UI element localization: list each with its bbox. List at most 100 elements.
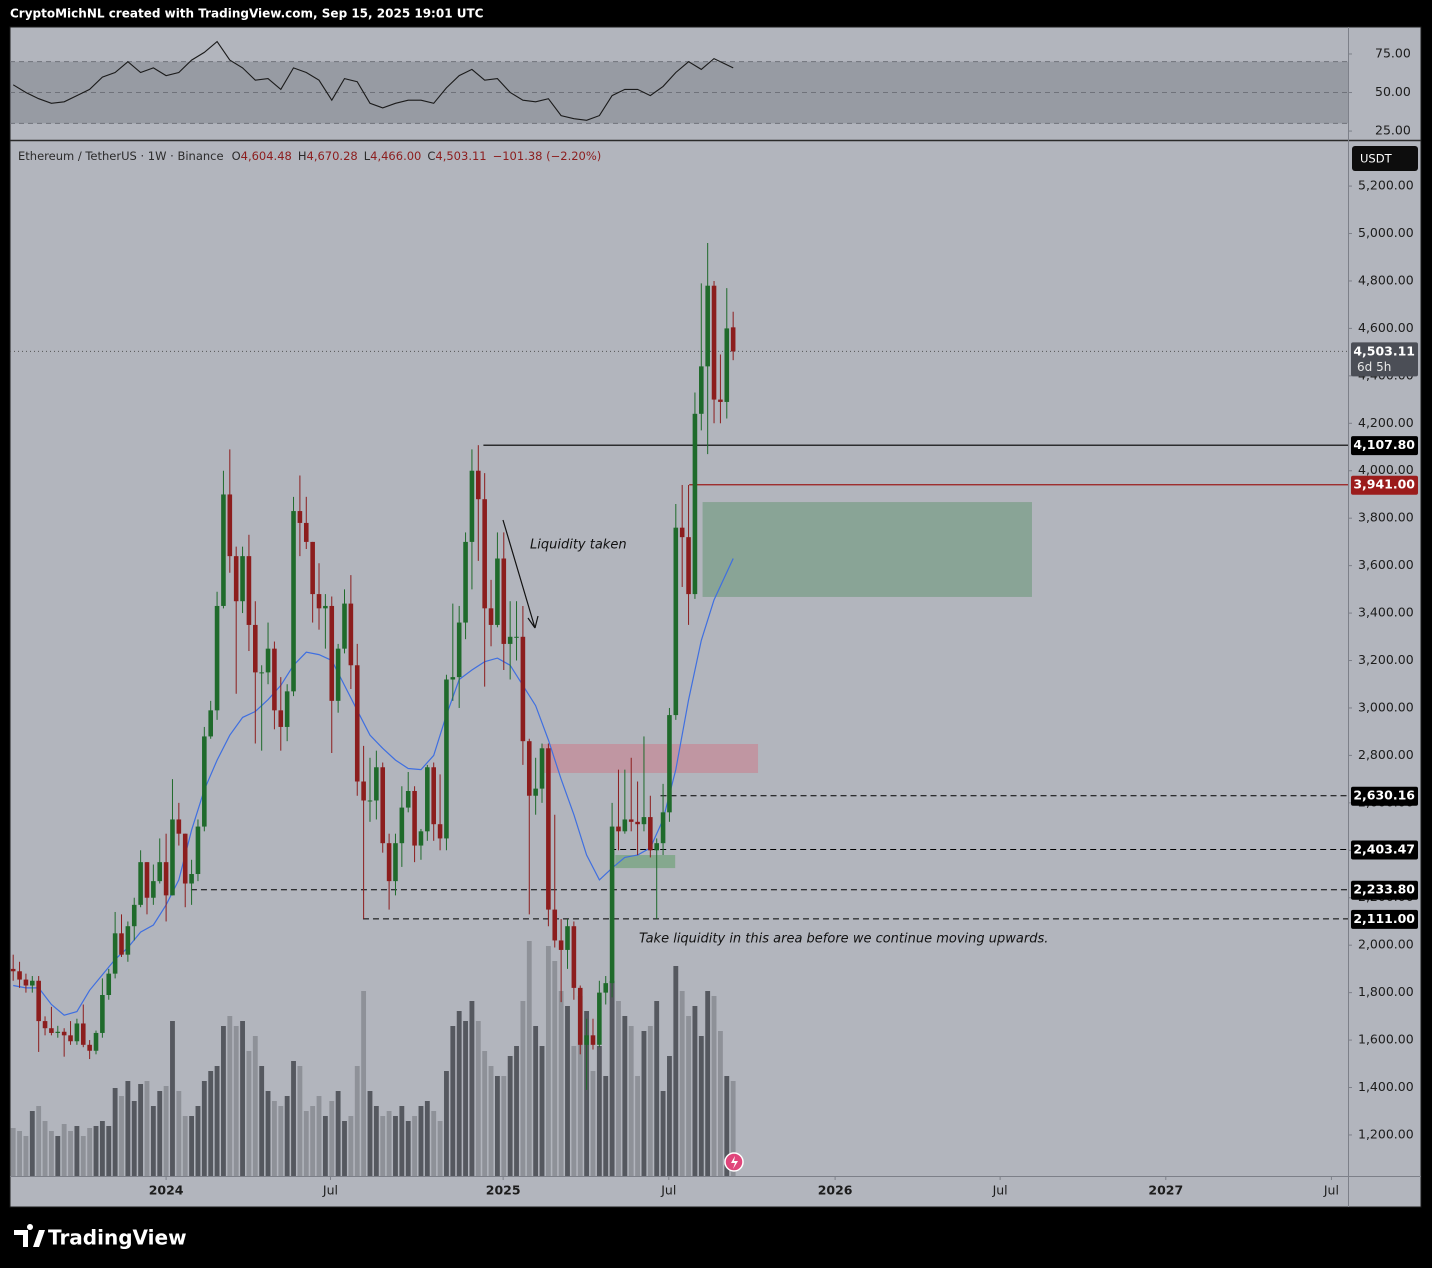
candle-body — [431, 767, 436, 825]
volume-bar — [526, 941, 532, 1176]
candle-body — [259, 672, 264, 674]
volume-bar — [482, 1051, 488, 1176]
volume-bar — [463, 1021, 468, 1176]
volume-bar — [412, 1116, 418, 1176]
volume-bar — [558, 991, 564, 1176]
volume-bar — [125, 1081, 131, 1176]
currency-label[interactable]: USDT — [1360, 152, 1393, 166]
rsi-y-tick-label: 75.00 — [1375, 45, 1411, 60]
candle-body — [303, 522, 309, 542]
x-tick-label: 2025 — [486, 1183, 521, 1198]
volume-bar — [68, 1131, 73, 1176]
candle-body — [456, 622, 462, 678]
rsi-pane: 25.00 50.00 75.00 — [10, 40, 1411, 138]
volume-bar — [112, 1088, 118, 1176]
y-tick-label: 4,600.00 — [1358, 320, 1414, 335]
volume-bar — [475, 1021, 481, 1176]
volume-bar — [507, 1056, 513, 1176]
volume-bar — [80, 1136, 86, 1176]
volume-bar — [93, 1126, 99, 1176]
volume-bar — [667, 1056, 672, 1176]
candle-body — [437, 824, 443, 839]
annotation-arrow — [502, 519, 539, 629]
candle-body — [584, 1035, 589, 1045]
candle-body — [514, 636, 519, 638]
ma-line — [13, 558, 734, 1016]
candle-body — [342, 603, 347, 649]
candle-body — [138, 862, 143, 905]
candle-body — [253, 624, 258, 673]
ohlc-label: H — [298, 149, 307, 163]
y-tick-label: 3,800.00 — [1358, 510, 1414, 525]
candle-body — [170, 819, 175, 896]
y-tick-label: 2,000.00 — [1358, 937, 1414, 952]
candle-body — [495, 558, 500, 625]
rsi-y-tick-label: 25.00 — [1375, 123, 1411, 138]
price-tag — [1351, 342, 1418, 377]
price-tag — [1351, 840, 1418, 860]
symbol: Ethereum / TetherUS · 1W · Binance — [18, 149, 224, 163]
volume-bar — [214, 1066, 220, 1176]
volume-bar — [705, 991, 711, 1176]
candle-body — [131, 904, 137, 927]
volume-bar — [87, 1128, 93, 1176]
volume-bar — [450, 1026, 456, 1176]
candle-body — [635, 821, 640, 825]
volume-bar — [170, 1021, 175, 1176]
price-tag-label: 2,403.47 — [1353, 841, 1415, 856]
volume-bar — [335, 1091, 341, 1176]
candle-body — [176, 819, 182, 834]
candle-body — [316, 594, 322, 609]
candle-body — [425, 767, 430, 832]
price-tag — [1351, 475, 1418, 495]
y-tick-label: 2,800.00 — [1358, 747, 1414, 762]
candle-body — [23, 979, 29, 986]
candle-body — [246, 556, 252, 625]
volume-bar — [380, 1116, 386, 1176]
volume-bar — [36, 1106, 42, 1176]
y-tick-label: 4,000.00 — [1358, 462, 1414, 477]
candle-body — [157, 862, 163, 882]
ohlc-value: 4,466.00 — [370, 149, 421, 163]
price-tag-label: 2,111.00 — [1353, 911, 1415, 926]
volume-bar — [227, 1016, 233, 1176]
currency-button[interactable] — [1352, 146, 1418, 171]
volume-bar — [424, 1101, 430, 1176]
volume-bar — [329, 1101, 335, 1176]
candle-body — [705, 285, 710, 367]
price-tag-countdown: 6d 5h — [1357, 360, 1391, 374]
volume-bar — [201, 1081, 207, 1176]
volume-bar — [61, 1124, 67, 1176]
candle-body — [74, 1023, 80, 1042]
volume-bar — [456, 1011, 462, 1176]
volume-bar — [131, 1101, 137, 1176]
candle-body — [673, 527, 679, 716]
volume-bar — [233, 1026, 239, 1176]
candle-body — [125, 926, 131, 955]
volume-bar — [501, 1076, 507, 1176]
candle-body — [374, 767, 379, 801]
volume-bar — [386, 1111, 392, 1176]
candle-body — [68, 1035, 73, 1042]
candle-body — [418, 831, 424, 846]
candles — [10, 243, 736, 1090]
zone — [702, 502, 1032, 597]
price-tag — [1351, 436, 1418, 456]
volume-bar — [590, 1071, 596, 1176]
volume-bar — [271, 1101, 277, 1176]
candle-body — [386, 843, 392, 882]
candle-body — [603, 983, 609, 993]
candle-body — [405, 790, 411, 808]
candle-body — [265, 648, 271, 673]
candle-body — [730, 327, 736, 352]
volume-bar — [418, 1106, 424, 1176]
volume-bar — [252, 1036, 258, 1176]
candle-body — [412, 790, 417, 846]
candle-body — [641, 817, 647, 825]
volume-bar — [303, 1111, 309, 1176]
candle-body — [469, 470, 475, 542]
candle-body — [660, 812, 666, 844]
volume-bar — [48, 1131, 54, 1176]
rsi-line — [12, 40, 734, 121]
